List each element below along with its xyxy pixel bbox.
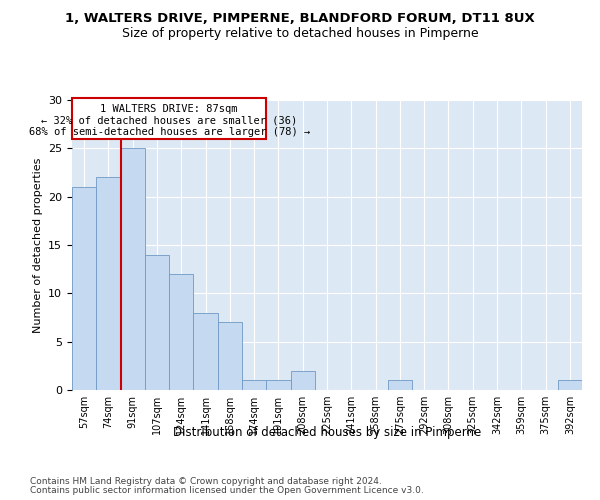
Bar [290,370,315,390]
Bar [121,148,145,390]
Bar [96,178,121,390]
Text: 68% of semi-detached houses are larger (78) →: 68% of semi-detached houses are larger (… [29,127,310,137]
Bar [242,380,266,390]
Bar [388,380,412,390]
Text: 1 WALTERS DRIVE: 87sqm: 1 WALTERS DRIVE: 87sqm [100,104,238,114]
Bar [266,380,290,390]
Bar [72,98,266,138]
Text: Contains HM Land Registry data © Crown copyright and database right 2024.: Contains HM Land Registry data © Crown c… [30,477,382,486]
Bar [193,312,218,390]
Text: Distribution of detached houses by size in Pimperne: Distribution of detached houses by size … [173,426,481,439]
Bar [558,380,582,390]
Bar [145,254,169,390]
Bar [169,274,193,390]
Text: ← 32% of detached houses are smaller (36): ← 32% of detached houses are smaller (36… [41,116,297,126]
Bar [72,187,96,390]
Bar [218,322,242,390]
Text: 1, WALTERS DRIVE, PIMPERNE, BLANDFORD FORUM, DT11 8UX: 1, WALTERS DRIVE, PIMPERNE, BLANDFORD FO… [65,12,535,26]
Text: Contains public sector information licensed under the Open Government Licence v3: Contains public sector information licen… [30,486,424,495]
Y-axis label: Number of detached properties: Number of detached properties [32,158,43,332]
Text: Size of property relative to detached houses in Pimperne: Size of property relative to detached ho… [122,28,478,40]
